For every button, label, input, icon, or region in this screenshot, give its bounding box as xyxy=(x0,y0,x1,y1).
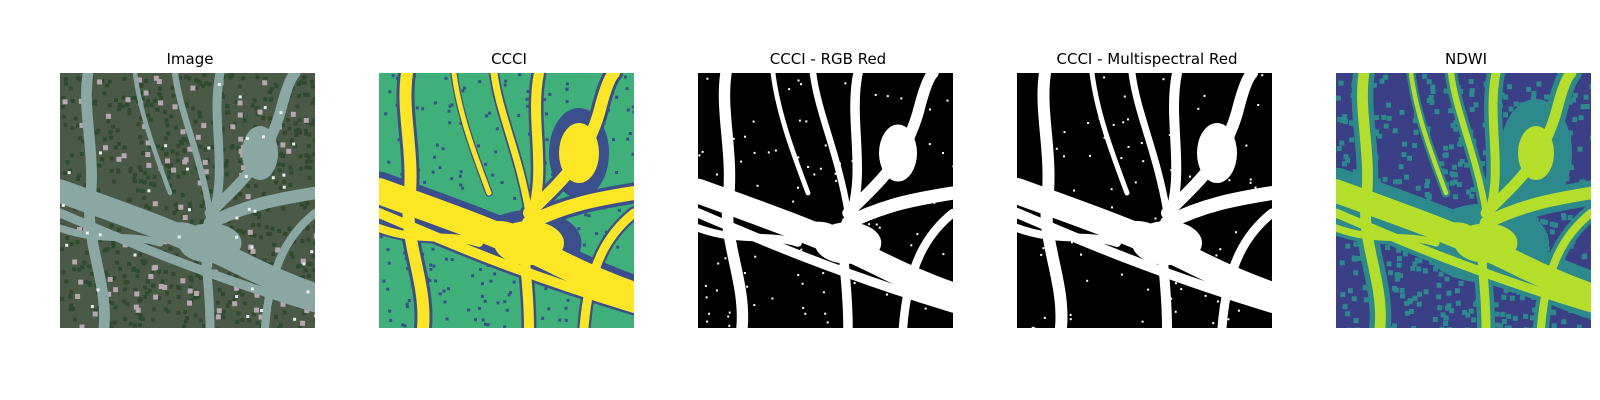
panel-title: NDWI xyxy=(1444,50,1488,68)
texture-speckle xyxy=(1020,74,1264,328)
panel-ccci-rgb-red: CCCI - RGB Red xyxy=(698,0,958,400)
water-channels xyxy=(1336,73,1591,328)
water-mask xyxy=(698,73,953,328)
water-channels xyxy=(60,73,315,328)
binary-mask-rgb-red xyxy=(698,73,953,328)
texture-speckle xyxy=(698,73,953,327)
panel-ccci: CCCI xyxy=(379,0,639,400)
water-channels xyxy=(379,73,634,328)
binary-mask-multispectral-red xyxy=(1017,73,1272,328)
ndwi-heatmap xyxy=(1336,73,1591,328)
panel-image: Image xyxy=(60,0,320,400)
panel-title: Image xyxy=(166,50,214,68)
panel-title: CCCI xyxy=(491,50,527,68)
ccci-heatmap xyxy=(379,73,634,328)
panel-title: CCCI - RGB Red xyxy=(769,50,887,68)
panel-ccci-multispectral-red: CCCI - Multispectral Red xyxy=(1017,0,1277,400)
panel-title: CCCI - Multispectral Red xyxy=(1056,50,1238,68)
rgb-image xyxy=(60,73,315,328)
panel-ndwi: NDWI xyxy=(1336,0,1596,400)
texture-speckle xyxy=(61,83,315,321)
water-mask xyxy=(1017,73,1272,328)
